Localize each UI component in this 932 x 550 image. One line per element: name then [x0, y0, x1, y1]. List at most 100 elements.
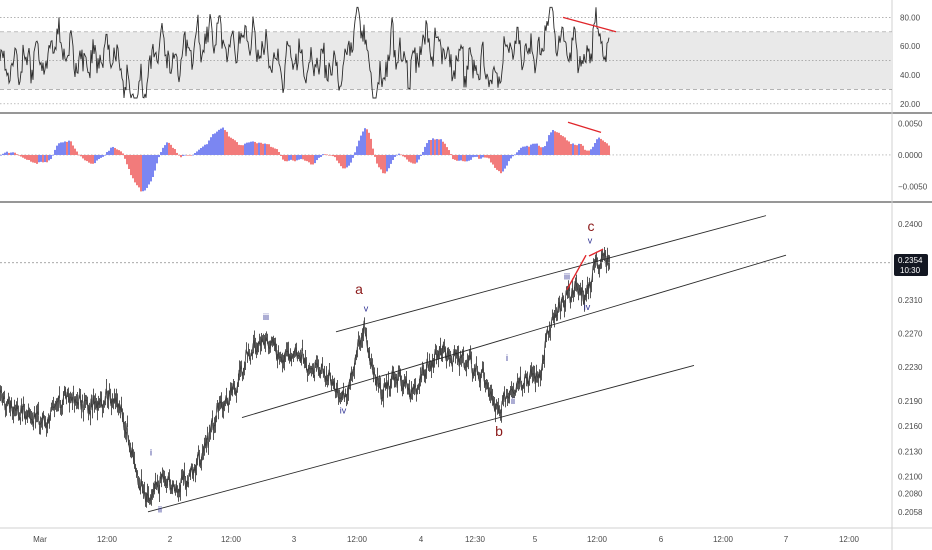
rsi-indicator — [0, 6, 892, 105]
macd-bar — [466, 154, 468, 162]
macd-bar — [380, 154, 382, 170]
macd-bar — [460, 154, 462, 161]
macd-bar — [60, 142, 62, 155]
macd-bar — [96, 154, 98, 161]
macd-bar — [602, 140, 604, 155]
trendline-middle-channel[interactable] — [241, 254, 787, 419]
macd-bar — [206, 144, 208, 155]
macd-bar — [232, 138, 234, 155]
macd-bar — [114, 147, 116, 155]
macd-bar — [160, 152, 162, 155]
macd-bar — [424, 146, 426, 155]
macd-bar — [488, 154, 490, 159]
macd-bar — [368, 132, 370, 155]
macd-bar — [12, 152, 14, 155]
macd-bar — [322, 154, 324, 155]
macd-bar — [378, 154, 380, 168]
macd-bar — [556, 132, 558, 155]
macd-bar — [184, 154, 186, 156]
macd-bar — [452, 154, 454, 160]
macd-bar — [370, 138, 372, 155]
macd-bar — [260, 142, 262, 155]
last-price-value: 0.2354 — [898, 256, 923, 265]
rsi-tick-label: 60.00 — [900, 42, 921, 51]
wave-label: ii — [158, 505, 162, 515]
macd-bar — [362, 131, 364, 155]
macd-bar — [472, 154, 474, 158]
macd-bar — [324, 154, 326, 155]
macd-bar — [562, 136, 564, 155]
macd-bar — [606, 143, 608, 155]
macd-bar — [166, 142, 168, 155]
macd-bar — [142, 154, 144, 192]
macd-bar — [106, 152, 108, 155]
wave-iii-highlight[interactable] — [566, 254, 587, 291]
macd-bar — [116, 149, 118, 155]
time-tick-label: 12:30 — [465, 535, 486, 544]
macd-bar — [62, 142, 64, 155]
macd-bar — [210, 137, 212, 155]
macd-bar — [240, 145, 242, 155]
macd-bar — [100, 154, 102, 158]
macd-bar — [84, 154, 86, 161]
macd-bar — [568, 141, 570, 155]
macd-tick-label: 0.0050 — [898, 120, 923, 129]
abc-label: c — [588, 218, 595, 234]
macd-bar — [270, 146, 272, 155]
macd-bar — [564, 137, 566, 155]
macd-bar — [156, 154, 158, 164]
macd-bar — [354, 152, 356, 155]
macd-bar — [426, 143, 428, 155]
macd-bar — [246, 142, 248, 155]
abc-label: b — [495, 423, 503, 439]
macd-bar — [578, 143, 580, 155]
macd-bar — [168, 142, 170, 155]
macd-bar — [24, 154, 26, 159]
macd-bar — [454, 154, 456, 160]
macd-bar — [272, 147, 274, 155]
macd-bar — [150, 154, 152, 182]
macd-bar — [108, 150, 110, 155]
macd-bar — [92, 154, 94, 164]
price-tick-label: 0.2190 — [898, 397, 923, 406]
macd-bar — [278, 151, 280, 155]
wave-label: iii — [564, 272, 570, 282]
macd-bar — [498, 154, 500, 172]
macd-bar — [140, 154, 142, 192]
macd-bar — [352, 154, 354, 158]
macd-bar — [220, 128, 222, 155]
macd-bar — [358, 140, 360, 155]
macd-bar — [266, 144, 268, 155]
macd-bar — [250, 141, 252, 155]
macd-bar — [528, 146, 530, 155]
macd-bar — [22, 154, 24, 158]
macd-bar — [186, 154, 188, 156]
macd-bar — [50, 154, 52, 160]
trendline-upper-channel[interactable] — [335, 215, 767, 333]
macd-bar — [592, 146, 594, 155]
macd-bar — [82, 154, 84, 159]
trendline-lower-channel[interactable] — [147, 364, 695, 513]
wave-v-highlight[interactable] — [588, 248, 604, 257]
macd-bar — [468, 154, 470, 161]
rsi-tick-label: 20.00 — [900, 100, 921, 109]
macd-bar — [318, 154, 320, 158]
macd-bar — [164, 145, 166, 155]
macd-bar — [376, 154, 378, 164]
wave-label: i — [150, 447, 152, 457]
price-tick-label: 0.2160 — [898, 422, 923, 431]
macd-bar — [228, 136, 230, 155]
macd-bar — [236, 142, 238, 155]
macd-bar — [522, 146, 524, 155]
macd-bar — [532, 143, 534, 155]
macd-bar — [496, 154, 498, 170]
wave-label: iv — [340, 405, 347, 415]
macd-bar — [316, 154, 318, 161]
macd-bar — [68, 140, 70, 155]
macd-bar — [366, 129, 368, 155]
macd-bar — [268, 144, 270, 155]
macd-bar — [214, 133, 216, 155]
macd-bar — [490, 154, 492, 163]
macd-bar — [178, 154, 180, 156]
